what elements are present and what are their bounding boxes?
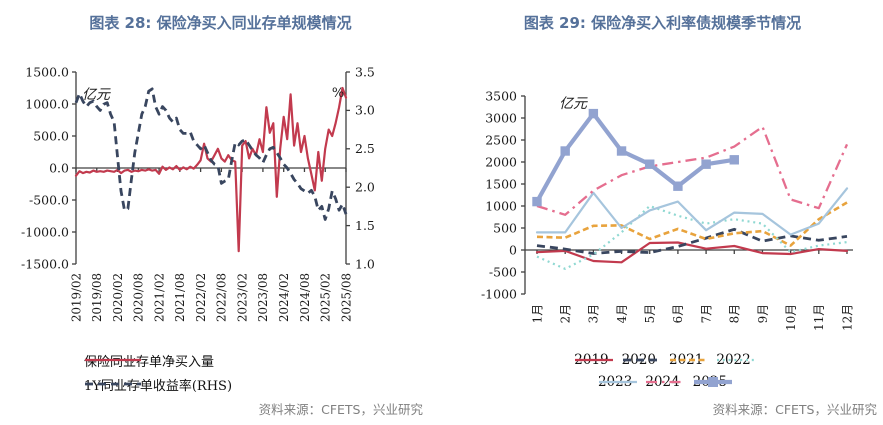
svg-text:2020/08: 2020/08 [132,273,146,322]
svg-text:2021/08: 2021/08 [173,273,187,322]
svg-text:1000: 1000 [485,198,517,213]
svg-text:3月: 3月 [587,304,601,323]
svg-text:%: % [332,86,344,101]
svg-text:11月: 11月 [812,304,826,331]
svg-text:2023/08: 2023/08 [256,273,270,322]
svg-text:2022/02: 2022/02 [194,273,208,322]
svg-text:3500: 3500 [485,88,517,103]
svg-text:1500.0: 1500.0 [25,64,69,79]
svg-text:500.0: 500.0 [33,128,69,143]
svg-text:2024/02: 2024/02 [277,273,291,322]
svg-text:2000: 2000 [485,154,517,169]
svg-text:2025/08: 2025/08 [339,273,353,322]
legend-swatch-dash-long [622,358,661,362]
legend-swatch-dotted [717,358,756,362]
source-note-29: 资料来源：CFETS，兴业研究 [712,402,877,417]
legend-swatch-solid-marker [693,377,732,387]
svg-text:5月: 5月 [643,304,657,323]
legend-item-2021: 2021 [669,352,708,368]
legend-item-net-buy: 保险同业存单净买入量 [84,348,232,372]
svg-text:12月: 12月 [840,304,854,331]
chart-29-legend: 2019 2020 2021 2022 2023 2024 2025 [442,349,883,393]
svg-text:2022/08: 2022/08 [215,273,229,322]
legend-row: 2019 2020 2021 2022 [442,349,883,371]
svg-text:2020/02: 2020/02 [111,273,125,322]
legend-swatch-solid [575,358,614,362]
legend-label: 保险同业存单净买入量 [84,354,215,370]
svg-text:2023/02: 2023/02 [235,273,249,322]
svg-text:2月: 2月 [558,304,572,323]
legend-item-2020: 2020 [622,352,661,368]
legend-label: 1Y同业存单收益率(RHS) [84,378,233,394]
svg-text:2500: 2500 [485,132,517,147]
svg-text:500: 500 [493,220,517,235]
svg-text:1月: 1月 [530,304,544,323]
svg-text:1500: 1500 [485,176,517,191]
svg-text:1.5: 1.5 [355,218,375,233]
legend-item-2024: 2024 [645,374,685,390]
legend-swatch-dash-long [85,382,141,386]
legend-swatch-solid [85,358,141,362]
source-note-28: 资料来源：CFETS，兴业研究 [258,402,423,417]
legend-item-2019: 2019 [574,352,614,368]
legend-swatch-solid [598,380,637,384]
svg-text:8月: 8月 [728,304,742,323]
svg-text:6月: 6月 [671,304,685,323]
svg-text:-1500.0: -1500.0 [21,256,69,271]
legend-item-2023: 2023 [598,374,637,390]
svg-text:2.0: 2.0 [355,180,375,195]
legend-label: 2022 [716,352,751,368]
svg-text:2019/08: 2019/08 [90,273,104,322]
legend-item-2025: 2025 [693,374,732,390]
svg-text:9月: 9月 [756,304,770,323]
legend-item-1y-ncd-yield: 1Y同业存单收益率(RHS) [84,372,232,396]
svg-text:0.0: 0.0 [49,160,69,175]
svg-text:3000: 3000 [485,110,517,125]
svg-text:7月: 7月 [699,304,713,323]
chart-28-legend: 保险同业存单净买入量 1Y同业存单收益率(RHS) [84,348,232,396]
svg-text:亿元: 亿元 [82,87,111,103]
ncd-net-buy-chart: -1500.0 -1000.0 -500.0 0.0 500.0 1000.0 1500.0… [21,64,375,322]
svg-text:-500: -500 [489,264,517,279]
svg-text:2024/08: 2024/08 [298,273,312,322]
chart-panel-29: 图表 29: 保险净买入利率债规模季节情况 -1000 -500 0 500 1000 1… [442,0,883,425]
svg-text:10月: 10月 [784,304,798,331]
rate-bond-seasonal-chart: -1000 -500 0 500 1000 1500 2000 2500 3000 3500 1月 2… [481,88,854,331]
svg-text:2021/02: 2021/02 [152,273,166,322]
svg-text:1.0: 1.0 [355,256,375,271]
chart-title-28: 图表 28: 保险净买入同业存单规模情况 [89,14,352,32]
chart-panel-28: 图表 28: 保险净买入同业存单规模情况 -1500.0 -1000.0 -500.… [0,0,441,425]
svg-text:-500.0: -500.0 [29,192,69,207]
chart-title-29: 图表 29: 保险净买入利率债规模季节情况 [523,14,802,32]
svg-text:0: 0 [509,242,517,257]
svg-text:亿元: 亿元 [559,96,588,112]
svg-text:1000.0: 1000.0 [25,96,69,111]
legend-label: 2021 [669,352,704,368]
svg-text:2.5: 2.5 [355,141,375,156]
svg-text:-1000: -1000 [481,286,517,301]
svg-text:-1000.0: -1000.0 [21,224,69,239]
legend-swatch-dash-dot [646,380,685,384]
svg-text:2019/02: 2019/02 [69,273,83,322]
svg-text:3.5: 3.5 [355,64,375,79]
svg-text:2025/02: 2025/02 [319,273,333,322]
svg-text:3.0: 3.0 [355,103,375,118]
legend-swatch-dash-short [670,358,708,362]
legend-item-2022: 2022 [716,352,756,368]
svg-text:4月: 4月 [615,304,629,323]
legend-row: 2023 2024 2025 [442,371,883,393]
